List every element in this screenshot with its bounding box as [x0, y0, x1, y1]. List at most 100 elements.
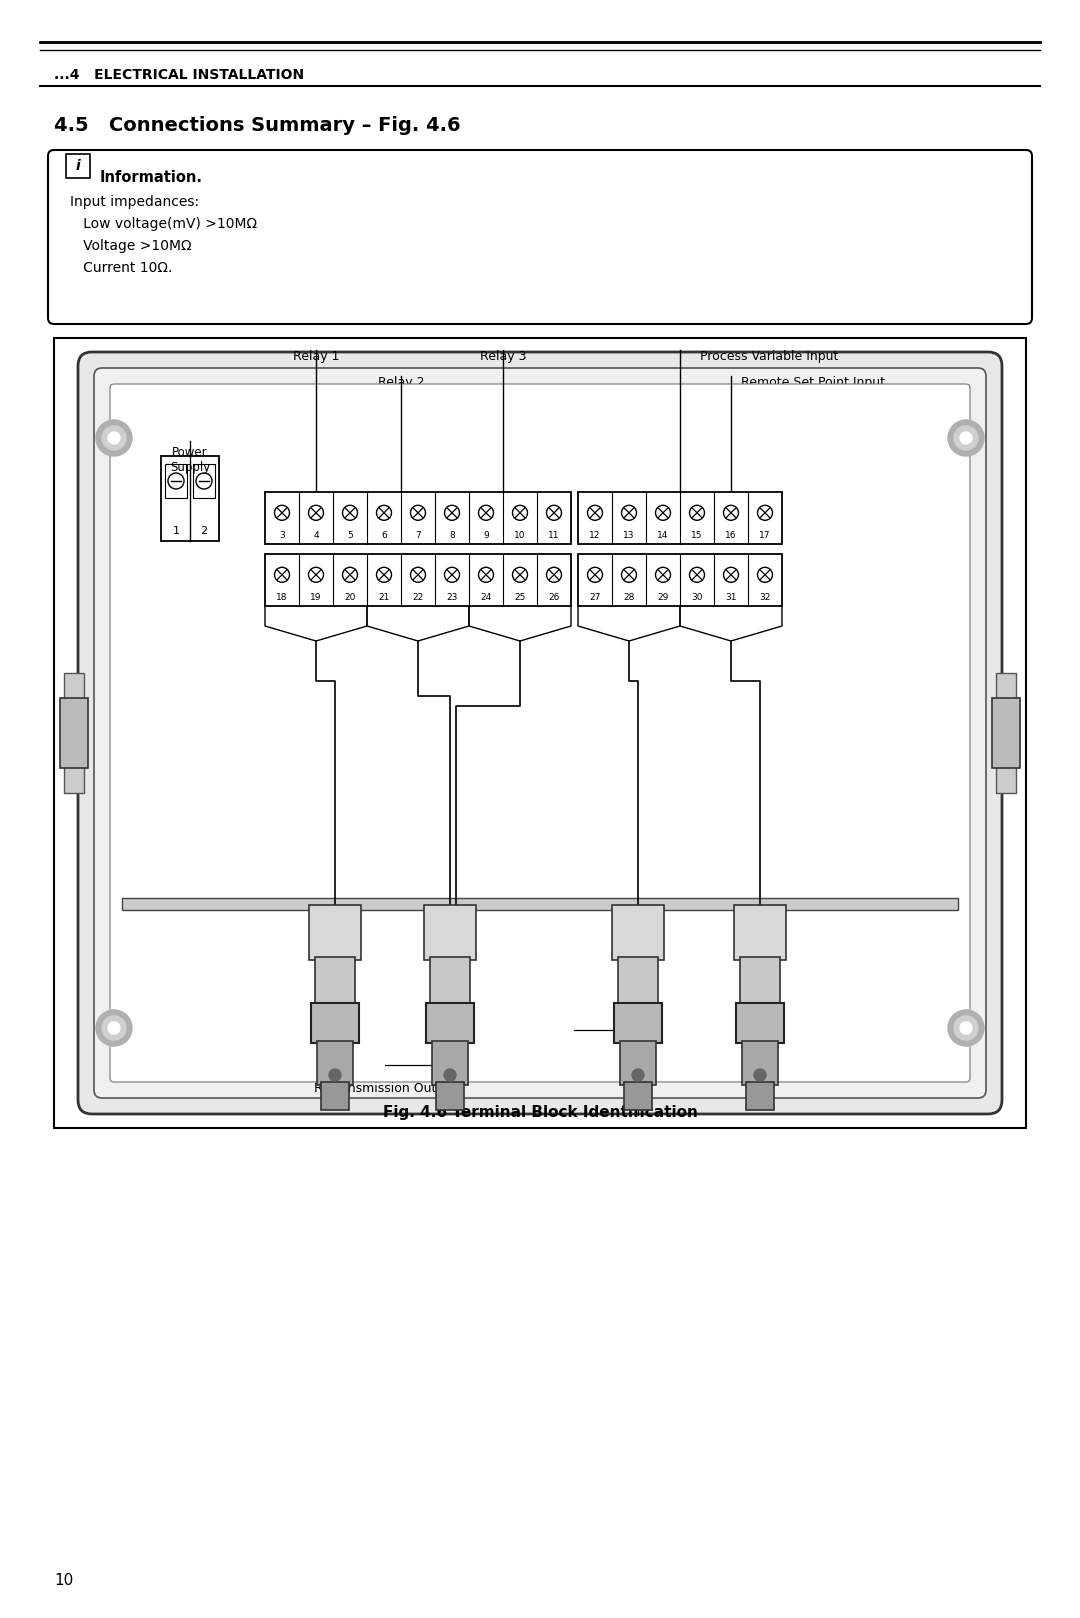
Text: 24: 24 — [481, 594, 491, 602]
Circle shape — [948, 1010, 984, 1045]
Text: 10: 10 — [54, 1573, 73, 1587]
Circle shape — [757, 505, 772, 521]
Circle shape — [948, 421, 984, 456]
Text: 5: 5 — [347, 531, 353, 540]
Bar — [624, 1082, 652, 1110]
Circle shape — [478, 568, 494, 582]
Text: 8: 8 — [449, 531, 455, 540]
Text: 23: 23 — [446, 594, 458, 602]
Text: 28: 28 — [623, 594, 635, 602]
Text: 26: 26 — [549, 594, 559, 602]
Text: Power
Supply: Power Supply — [170, 447, 211, 474]
Text: 19: 19 — [310, 594, 322, 602]
Circle shape — [309, 568, 324, 582]
Circle shape — [96, 1010, 132, 1045]
Text: 22: 22 — [413, 594, 423, 602]
Bar — [578, 553, 782, 607]
Circle shape — [754, 1069, 766, 1081]
Text: 25: 25 — [514, 594, 526, 602]
Bar — [165, 464, 187, 498]
Circle shape — [445, 505, 459, 521]
Bar — [734, 904, 786, 959]
Text: 31: 31 — [726, 594, 737, 602]
FancyBboxPatch shape — [110, 383, 970, 1082]
Bar — [432, 1040, 468, 1086]
Circle shape — [108, 432, 120, 443]
Text: Current 10Ω.: Current 10Ω. — [70, 260, 173, 275]
Circle shape — [954, 426, 978, 450]
Circle shape — [724, 568, 739, 582]
Text: 16: 16 — [726, 531, 737, 540]
Text: 27: 27 — [590, 594, 600, 602]
Text: 3: 3 — [279, 531, 285, 540]
Circle shape — [621, 568, 636, 582]
Circle shape — [444, 1069, 456, 1081]
Bar — [436, 1082, 464, 1110]
Text: Input impedances:: Input impedances: — [70, 196, 199, 209]
Text: 7: 7 — [415, 531, 421, 540]
Bar — [321, 1082, 349, 1110]
Bar — [740, 956, 780, 1005]
Bar — [60, 697, 87, 769]
Circle shape — [960, 1023, 972, 1034]
Bar — [578, 492, 782, 544]
Circle shape — [377, 568, 391, 582]
Circle shape — [410, 568, 426, 582]
Text: 12: 12 — [590, 531, 600, 540]
Bar — [318, 1040, 353, 1086]
Text: Information.: Information. — [100, 170, 203, 184]
Circle shape — [546, 505, 562, 521]
Text: 13: 13 — [623, 531, 635, 540]
Circle shape — [329, 1069, 341, 1081]
Bar — [735, 1003, 784, 1044]
Bar — [615, 1003, 662, 1044]
Text: 10: 10 — [514, 531, 526, 540]
Text: 11: 11 — [549, 531, 559, 540]
Text: Control Output: Control Output — [409, 1010, 501, 1023]
Bar — [424, 904, 476, 959]
Text: ...4   ELECTRICAL INSTALLATION: ...4 ELECTRICAL INSTALLATION — [54, 68, 305, 83]
Circle shape — [102, 426, 126, 450]
Bar — [64, 673, 84, 793]
Circle shape — [632, 1069, 644, 1081]
Circle shape — [588, 505, 603, 521]
Circle shape — [108, 1023, 120, 1034]
Text: 9: 9 — [483, 531, 489, 540]
Circle shape — [102, 1016, 126, 1040]
Circle shape — [724, 505, 739, 521]
Text: 30: 30 — [691, 594, 703, 602]
Text: Relay 1: Relay 1 — [293, 349, 339, 362]
Circle shape — [621, 505, 636, 521]
Circle shape — [445, 568, 459, 582]
FancyBboxPatch shape — [48, 150, 1032, 324]
Circle shape — [274, 568, 289, 582]
Text: Process Variable Input: Process Variable Input — [700, 349, 838, 362]
Text: 29: 29 — [658, 594, 669, 602]
Text: 18: 18 — [276, 594, 287, 602]
Circle shape — [342, 505, 357, 521]
Bar — [122, 898, 958, 909]
Bar — [161, 456, 219, 540]
Text: Position Feedback Input: Position Feedback Input — [500, 1048, 648, 1061]
Bar — [430, 956, 470, 1005]
Bar — [612, 904, 664, 959]
Text: Retransmission Output: Retransmission Output — [313, 1082, 457, 1095]
Circle shape — [309, 505, 324, 521]
Circle shape — [954, 1016, 978, 1040]
Bar — [66, 154, 90, 178]
Bar — [426, 1003, 474, 1044]
Bar — [311, 1003, 359, 1044]
Text: 32: 32 — [759, 594, 771, 602]
Circle shape — [588, 568, 603, 582]
Text: Remote Set Point Input: Remote Set Point Input — [741, 375, 885, 388]
Bar — [996, 673, 1016, 793]
Text: Logic Input: Logic Input — [726, 1010, 795, 1023]
Circle shape — [513, 568, 527, 582]
Circle shape — [195, 472, 212, 489]
Circle shape — [96, 421, 132, 456]
Bar — [620, 1040, 656, 1086]
FancyBboxPatch shape — [94, 367, 986, 1099]
Text: 14: 14 — [658, 531, 669, 540]
Circle shape — [689, 568, 704, 582]
Circle shape — [168, 472, 184, 489]
